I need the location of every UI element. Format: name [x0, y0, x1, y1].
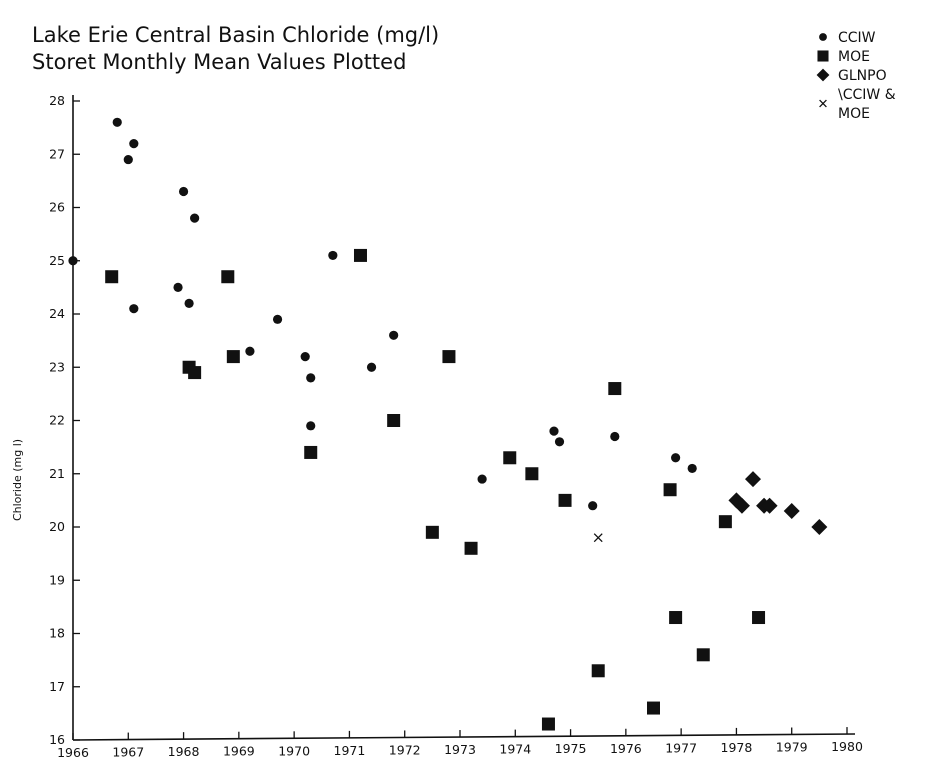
cciw-point: [610, 432, 619, 441]
cciw-point: [688, 464, 697, 473]
moe-point: [221, 270, 234, 283]
moe-point: [354, 249, 367, 262]
glnpo-point: [811, 519, 827, 535]
moe-point: [442, 350, 455, 363]
legend-label: \CCIW &: [838, 87, 896, 103]
cciw-point: [273, 315, 282, 324]
moe-point: [188, 366, 201, 379]
x-tick-label: 1980: [831, 739, 863, 754]
y-tick-label: 27: [49, 146, 65, 161]
moe-point: [608, 382, 621, 395]
y-tick-label: 24: [49, 306, 65, 321]
x-tick-label: 1977: [665, 740, 697, 755]
cciw-point: [555, 437, 564, 446]
cciw-point: [306, 373, 315, 382]
cciw-point: [328, 251, 337, 260]
x-tick-label: 1970: [278, 743, 310, 758]
legend-label: GLNPO: [838, 68, 887, 84]
cciw-point: [306, 421, 315, 430]
cciw-point: [185, 299, 194, 308]
moe-point: [559, 494, 572, 507]
y-tick-label: 19: [49, 572, 65, 587]
x-tick-label: 1974: [499, 742, 531, 757]
cciw-point: [129, 139, 138, 148]
x-tick-label: 1976: [610, 741, 642, 756]
legend: CCIW MOE GLNPO \CCIW & MOE: [817, 30, 896, 122]
x-tick-label: 1971: [334, 743, 366, 758]
cciw-point: [124, 155, 133, 164]
cciw-moe-point: [594, 534, 602, 542]
moe-point: [669, 611, 682, 624]
moe-point: [105, 270, 118, 283]
moe-point: [719, 515, 732, 528]
y-tick-label: 28: [49, 93, 65, 108]
y-tick-label: 26: [49, 200, 65, 215]
cciw-point: [478, 474, 487, 483]
y-tick-label: 18: [49, 626, 65, 641]
y-tick-label: 21: [49, 466, 65, 481]
x-tick-label: 1978: [721, 740, 753, 755]
legend-marker-square: [817, 50, 828, 61]
y-tick-label: 20: [49, 519, 65, 534]
moe-point: [304, 446, 317, 459]
cciw-point: [68, 256, 77, 265]
moe-point: [426, 526, 439, 539]
moe-point: [465, 542, 478, 555]
cciw-point: [129, 304, 138, 313]
cciw-point: [301, 352, 310, 361]
legend-marker-diamond: [817, 69, 830, 82]
moe-point: [592, 664, 605, 677]
cciw-point: [173, 283, 182, 292]
x-tick-label: 1966: [57, 745, 89, 760]
x-tick-label: 1972: [389, 742, 421, 757]
x-tick-label: 1967: [112, 745, 144, 760]
cciw-point: [367, 363, 376, 372]
cciw-point: [113, 118, 122, 127]
moe-point: [227, 350, 240, 363]
moe-point: [647, 702, 660, 715]
data-points: [68, 118, 827, 731]
y-tick-label: 17: [49, 679, 65, 694]
axes: [73, 95, 855, 740]
y-tick-label: 25: [49, 253, 65, 268]
moe-point: [542, 718, 555, 731]
glnpo-point: [784, 503, 800, 519]
y-tick-label: 23: [49, 359, 65, 374]
x-tick-label: 1975: [555, 741, 587, 756]
legend-label: CCIW: [838, 30, 876, 46]
x-tick-label: 1979: [776, 739, 808, 754]
x-tick-label: 1969: [223, 744, 255, 759]
cciw-point: [245, 347, 254, 356]
legend-marker-x: [820, 100, 827, 107]
legend-label: MOE: [838, 106, 870, 122]
y-axis-label: Chloride (mg l): [11, 439, 24, 521]
x-tick-label: 1968: [168, 744, 200, 759]
x-tick-label: 1973: [444, 742, 476, 757]
moe-point: [697, 648, 710, 661]
glnpo-point: [745, 471, 761, 487]
cciw-point: [190, 214, 199, 223]
cciw-point: [671, 453, 680, 462]
moe-point: [387, 414, 400, 427]
legend-label: MOE: [838, 49, 870, 65]
moe-point: [664, 483, 677, 496]
moe-point: [752, 611, 765, 624]
legend-marker-circle: [819, 33, 827, 41]
cciw-point: [588, 501, 597, 510]
moe-point: [525, 467, 538, 480]
cciw-point: [179, 187, 188, 196]
cciw-point: [389, 331, 398, 340]
moe-point: [503, 451, 516, 464]
y-tick-label: 22: [49, 413, 65, 428]
cciw-point: [549, 427, 558, 436]
